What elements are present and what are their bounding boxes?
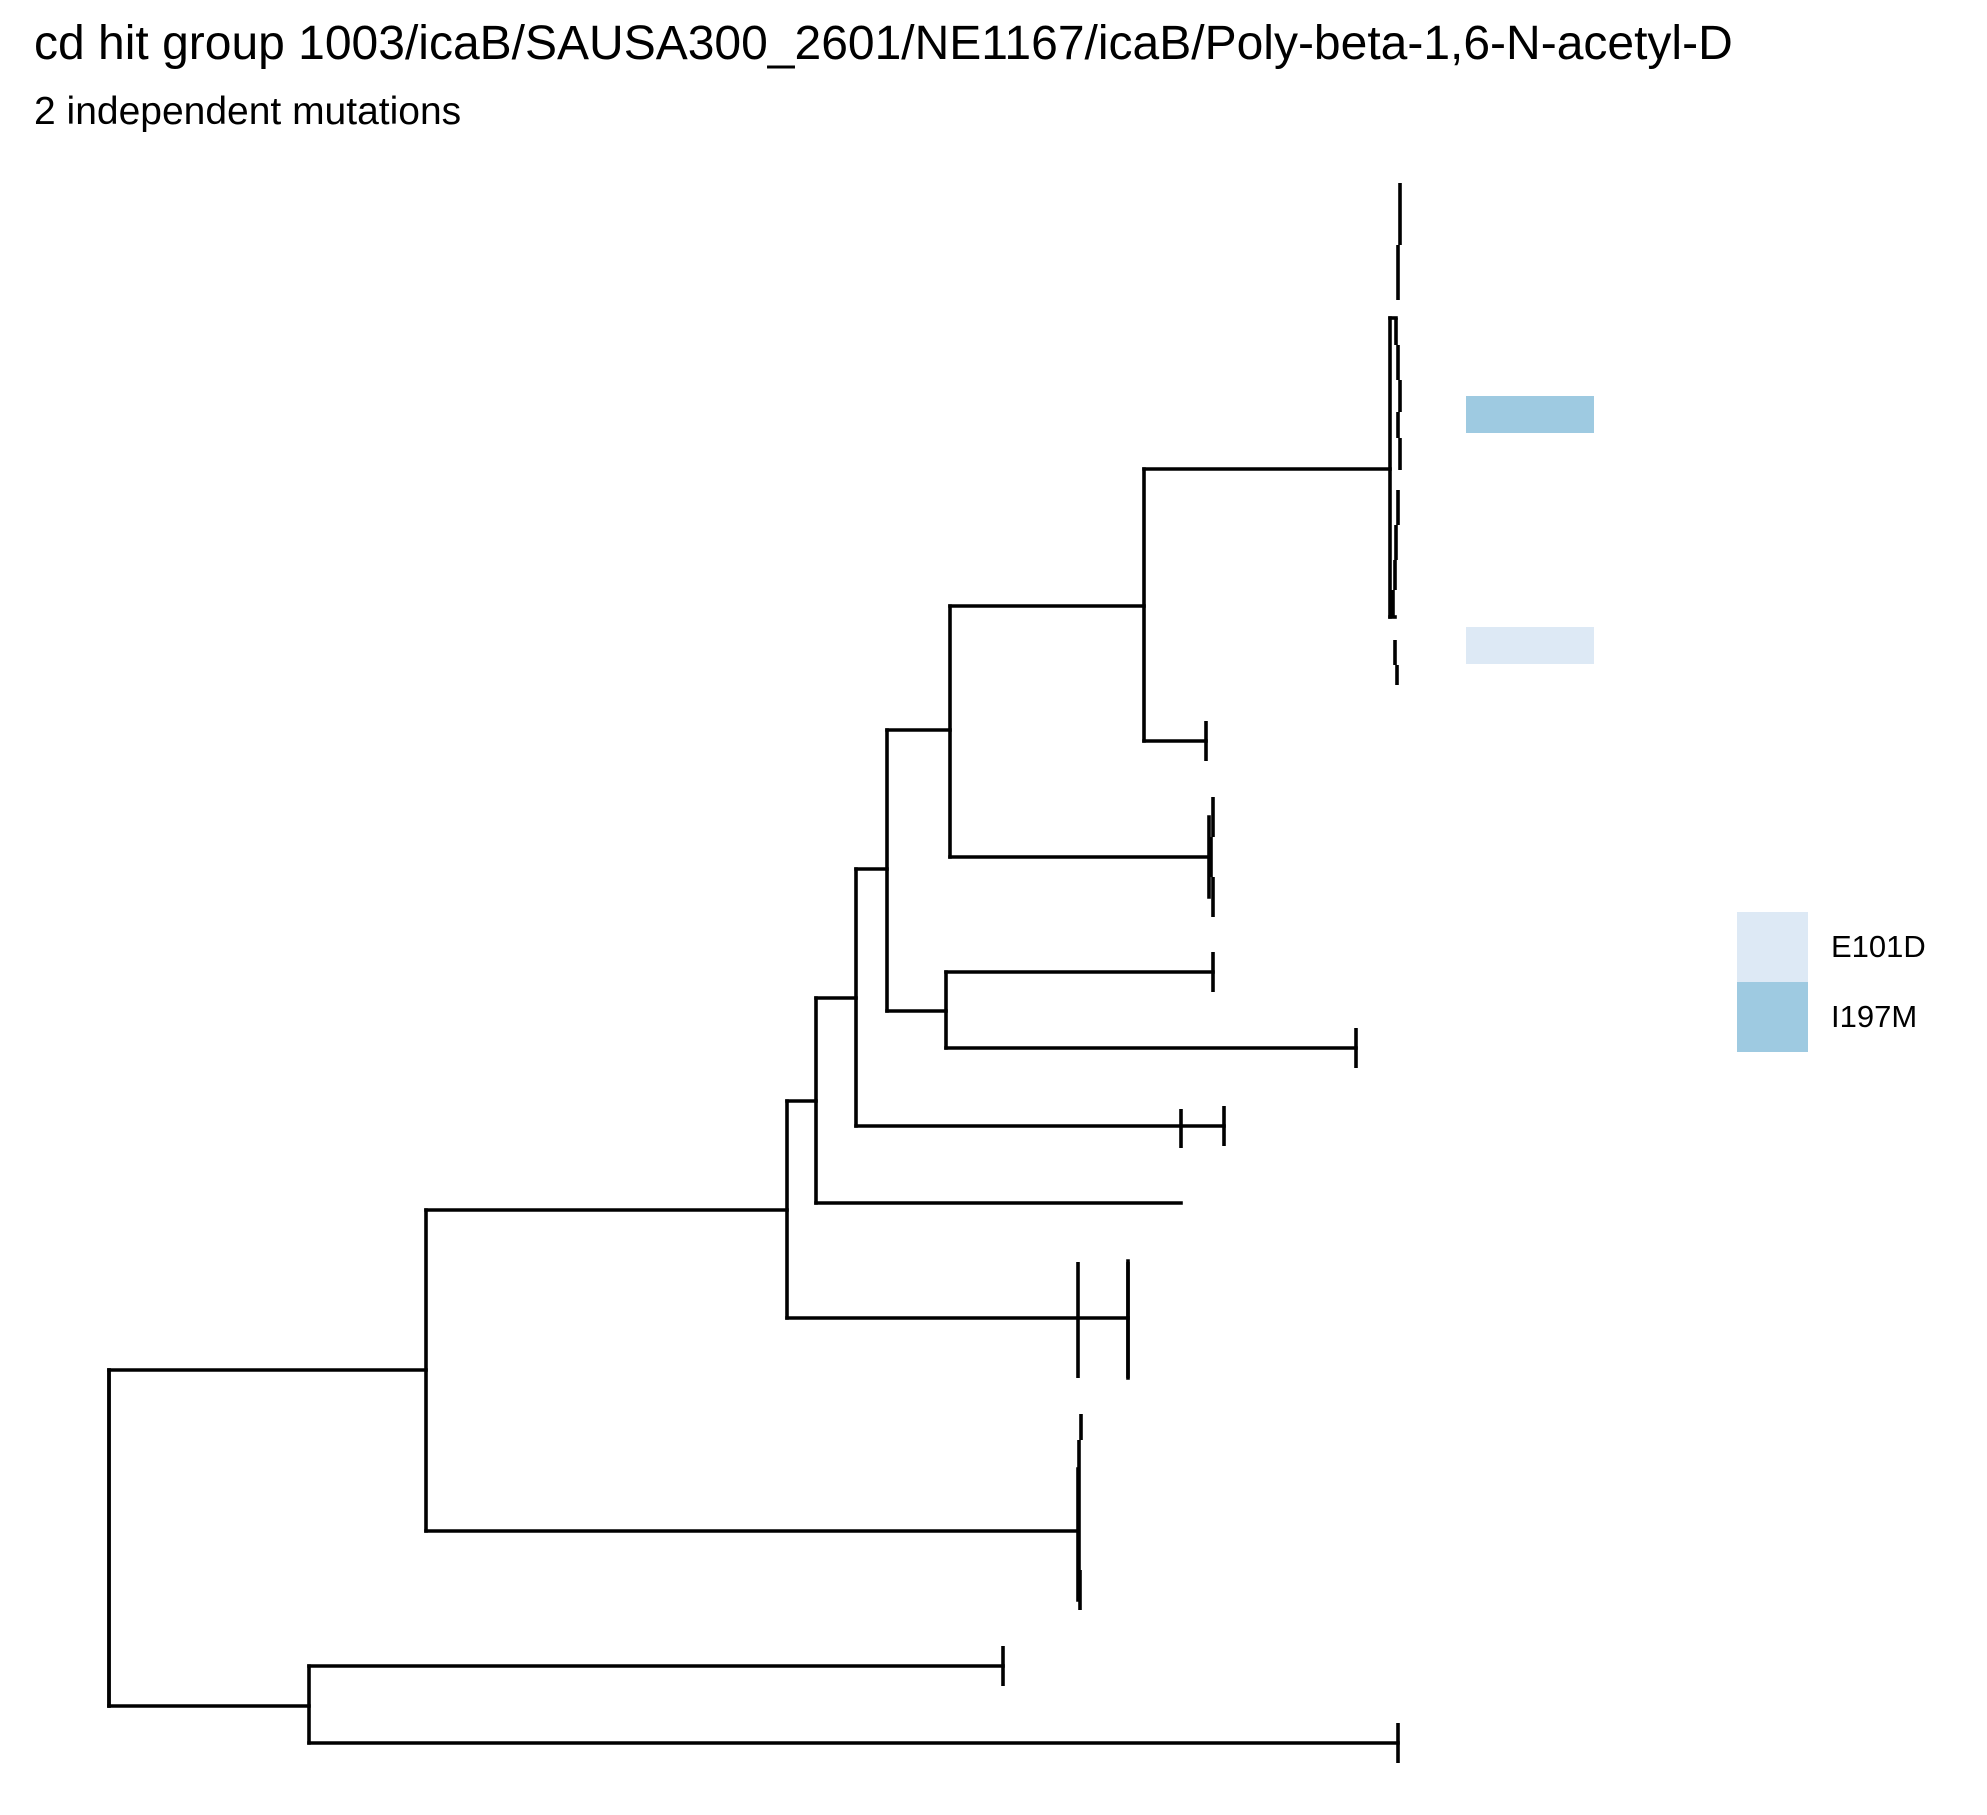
mutation-marker-e101d [1466,627,1594,664]
tree-branches [107,316,1400,1745]
mutation-markers [1466,396,1594,664]
mutation-marker-i197m [1466,396,1594,433]
legend-label-i197m: I197M [1831,999,1918,1034]
tree-tips [1001,183,1402,1763]
legend-swatch-i197m [1737,982,1808,1052]
legend-label-e101d: E101D [1831,929,1926,964]
legend-item-i197m: I197M [1737,982,1926,1052]
legend-item-e101d: E101D [1737,912,1926,982]
figure-subtitle: 2 independent mutations [34,90,462,133]
legend-swatch-e101d [1737,912,1808,982]
legend: E101D I197M [1737,912,1926,1052]
figure-title: cd hit group 1003/icaB/SAUSA300_2601/NE1… [34,17,1733,70]
